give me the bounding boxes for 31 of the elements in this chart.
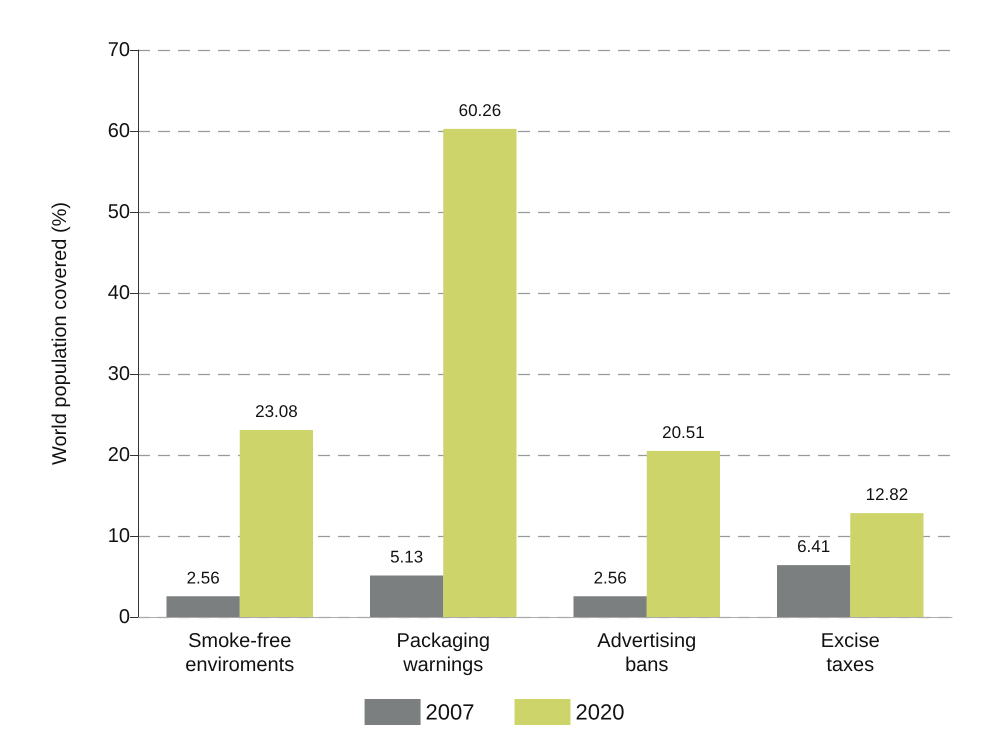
data-label: 20.51 [662, 422, 705, 442]
data-label: 2.56 [186, 568, 220, 588]
y-tick-label: 70 [108, 39, 130, 61]
x-tick-label: Smoke-free enviroments [185, 630, 294, 676]
bar [443, 128, 517, 617]
bar [166, 596, 240, 617]
data-label: 2.56 [594, 568, 627, 588]
bar [370, 575, 444, 617]
x-tick-label: Packaging warnings [396, 630, 490, 676]
bar [776, 565, 850, 617]
y-axis-title: World population covered (%) [49, 202, 71, 466]
y-tick-label: 40 [108, 282, 130, 304]
bar [850, 513, 924, 617]
y-tick-label: 50 [108, 201, 130, 223]
x-tick-label: Excise taxes [820, 630, 880, 676]
data-label: 23.08 [255, 402, 298, 422]
bar [240, 430, 314, 617]
y-tick-label: 60 [108, 120, 130, 142]
bar [646, 450, 720, 617]
data-label: 5.13 [390, 547, 424, 566]
y-tick-label: 30 [108, 363, 130, 385]
data-label: 12.82 [866, 485, 908, 504]
y-tick-label: 20 [108, 444, 130, 466]
y-tick-label: 10 [108, 525, 130, 547]
legend-label: 2007 [426, 700, 475, 724]
legend-label: 2020 [576, 700, 624, 724]
data-label: 60.26 [458, 100, 502, 120]
x-tick-label: Advertising bans [597, 630, 696, 676]
data-label: 6.41 [797, 537, 830, 556]
bar [573, 596, 647, 617]
y-tick-label: 0 [118, 606, 130, 628]
